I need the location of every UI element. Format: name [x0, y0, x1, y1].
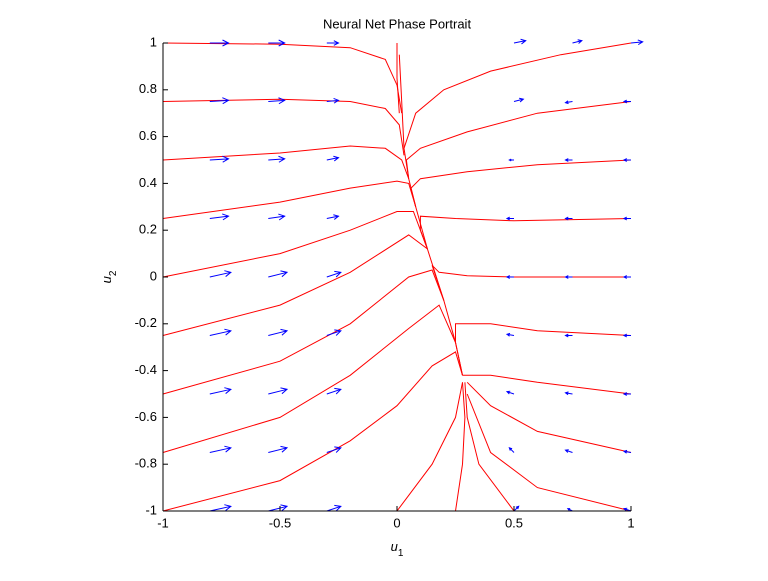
quiver-arrow [622, 333, 631, 338]
quiver-arrow [209, 213, 230, 221]
y-tick-label: -0.8 [135, 456, 157, 471]
quiver-arrow [209, 387, 232, 395]
y-tick-label: 0.6 [139, 128, 157, 143]
quiver-arrow [564, 100, 573, 105]
quiver-arrow [326, 270, 342, 278]
quiver-arrow [505, 390, 515, 395]
x-tick-label: 1 [627, 515, 634, 530]
quiver-arrow [326, 329, 342, 336]
quiver-arrow [630, 39, 644, 46]
x-tick-label: 0 [393, 515, 400, 530]
x-tick-label: -0.5 [269, 515, 291, 530]
trajectory [431, 264, 631, 301]
quiver-arrow [572, 39, 583, 44]
quiver-arrow [622, 216, 631, 221]
quiver-arrow [268, 97, 286, 105]
quiver-arrow [268, 39, 286, 47]
quiver-arrow [268, 387, 289, 395]
quiver-arrow [564, 391, 573, 396]
x-tick-label: 0.5 [505, 515, 523, 530]
quiver-arrow [268, 445, 289, 453]
quiver-arrow [326, 40, 340, 46]
trajectory [162, 145, 410, 179]
y-label-subscript: 2 [108, 270, 119, 276]
x-label-base: u [391, 539, 398, 554]
quiver-arrow [209, 328, 232, 336]
quiver-arrow [513, 97, 525, 103]
x-label-subscript: 1 [398, 548, 404, 559]
y-axis-label: u2 [99, 270, 118, 283]
quiver-arrow [326, 387, 342, 395]
quiver-arrow [508, 158, 514, 162]
quiver-arrow [505, 332, 515, 337]
quiver-arrow [622, 275, 631, 279]
quiver-arrow [564, 275, 573, 279]
y-tick-label: -0.6 [135, 409, 157, 424]
y-tick-label: 1 [150, 34, 157, 49]
quiver-arrow [209, 270, 232, 278]
chart-title: Neural Net Phase Portrait [323, 16, 472, 31]
trajectory [162, 234, 428, 336]
trajectory [162, 304, 456, 453]
trajectory [410, 159, 632, 207]
quiver-arrow [326, 214, 340, 220]
trajectory [462, 374, 632, 395]
quiver-arrow [564, 158, 573, 162]
trajectory [162, 351, 463, 512]
y-tick-label: 0.4 [139, 175, 157, 190]
trajectory [405, 101, 632, 179]
trajectory [396, 382, 463, 512]
quiver-arrow [505, 216, 514, 221]
y-label-base: u [99, 276, 114, 283]
y-tick-label: 0.2 [139, 222, 157, 237]
y-tick-label: -1 [145, 502, 157, 517]
quiver-arrow [513, 38, 527, 45]
quiver-arrow [268, 155, 286, 163]
quiver-arrow [513, 505, 520, 512]
trajectory [455, 323, 632, 376]
quiver-arrow [505, 275, 514, 279]
quiver-arrow [209, 445, 232, 453]
quiver-arrow [622, 449, 632, 454]
quiver-arrow [326, 97, 340, 104]
trajectory [403, 42, 632, 149]
trajectory [455, 382, 466, 512]
trajectory [162, 211, 428, 278]
y-tick-label: -0.4 [135, 362, 157, 377]
quiver-arrow [268, 504, 289, 512]
trajectory [419, 215, 632, 250]
trajectory [466, 381, 632, 453]
quiver-arrow [209, 39, 230, 47]
quiver-arrow [564, 216, 573, 221]
trajectory [464, 382, 515, 512]
quiver-arrow [268, 213, 286, 221]
quiver-arrow [209, 155, 230, 163]
y-tick-label: -0.2 [135, 315, 157, 330]
quiver-arrow [209, 97, 230, 105]
y-tick-label: 0.8 [139, 81, 157, 96]
quiver-arrow [622, 392, 631, 396]
y-tick-label: 0 [150, 268, 157, 283]
quiver-arrow [268, 270, 289, 278]
trajectory [466, 393, 632, 512]
quiver-arrow [209, 504, 232, 512]
quiver-arrow [326, 446, 342, 453]
x-axis-label: u1 [391, 539, 404, 558]
quiver-arrow [622, 158, 631, 162]
quiver-arrow [508, 447, 515, 453]
trajectory [162, 269, 445, 395]
x-tick-label: -1 [157, 515, 169, 530]
trajectory [396, 43, 400, 114]
quiver-arrow [268, 328, 289, 336]
quiver-arrow [564, 449, 573, 453]
quiver-arrow [326, 155, 340, 162]
trajectory [162, 180, 417, 219]
trajectory [162, 98, 405, 156]
quiver-arrow [326, 504, 342, 512]
quiver-arrow [622, 99, 631, 104]
quiver-arrow [564, 333, 573, 338]
